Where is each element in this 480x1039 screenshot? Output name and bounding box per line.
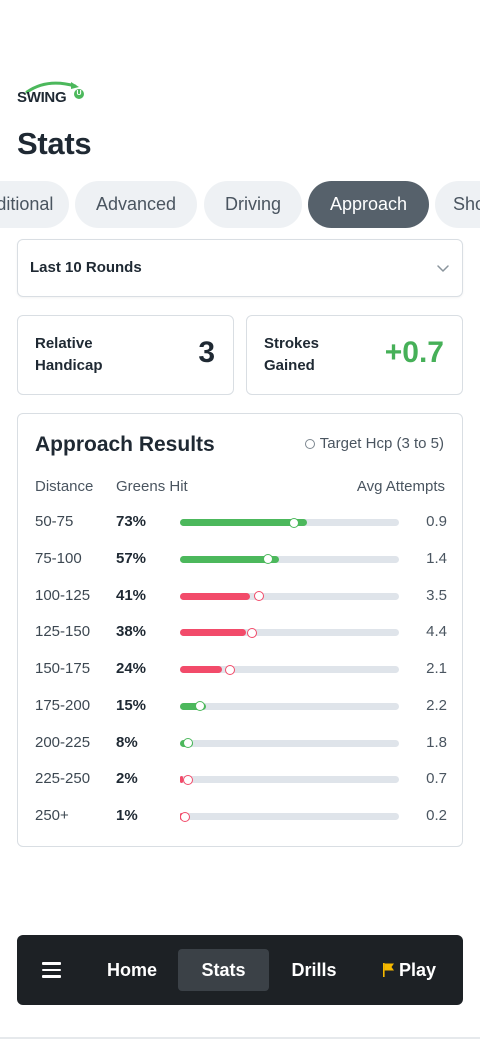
brand-badge: U: [74, 89, 84, 99]
approach-row: 250+ 1% 0.2: [18, 805, 464, 829]
row-avg-attempts: 3.5: [426, 586, 447, 604]
greens-hit-bar: [180, 627, 399, 638]
approach-row: 100-125 41% 3.5: [18, 585, 464, 609]
greens-hit-bar: [180, 701, 399, 712]
avg-attempts-column-header: Avg Attempts: [356, 478, 445, 495]
approach-row: 200-225 8% 1.8: [18, 732, 464, 756]
row-greens-hit: 15%: [116, 696, 147, 714]
page-title: Stats: [17, 126, 92, 161]
greens-hit-bar-fill: [180, 629, 246, 637]
row-distance: 175-200: [35, 696, 91, 714]
bottom-nav: Home Stats Drills Play: [17, 935, 463, 1005]
rounds-filter-select[interactable]: Last 10 Rounds: [17, 239, 463, 297]
target-marker: [262, 554, 273, 565]
approach-row: 175-200 15% 2.2: [18, 695, 464, 719]
greens-hit-bar: [180, 554, 399, 565]
target-marker: [180, 811, 191, 822]
tab-short-game[interactable]: Short Game: [435, 181, 480, 228]
row-avg-attempts: 1.4: [426, 549, 447, 567]
bottom-divider: [0, 1037, 480, 1039]
stats-tabs: Traditional Advanced Driving Approach Sh…: [0, 181, 480, 228]
rounds-filter-value: Last 10 Rounds: [30, 259, 142, 276]
nav-drills[interactable]: Drills: [291, 960, 337, 980]
greens-hit-bar-fill: [180, 519, 308, 526]
approach-results-title: Approach Results: [35, 433, 215, 456]
brand-name: SWING: [17, 89, 67, 106]
row-distance: 200-225: [35, 733, 91, 751]
approach-row: 150-175 24% 2.1: [18, 658, 464, 682]
row-greens-hit: 2%: [116, 770, 138, 788]
flag-icon: [382, 962, 394, 977]
approach-row: 125-150 38% 4.4: [18, 621, 464, 645]
target-marker: [225, 664, 236, 675]
row-avg-attempts: 2.2: [426, 696, 447, 714]
brand-logo: SWING U: [17, 80, 87, 108]
target-marker-icon: [304, 438, 315, 449]
hamburger-icon[interactable]: [42, 962, 61, 978]
row-distance: 250+: [35, 807, 69, 824]
row-distance: 75-100: [35, 549, 82, 567]
relative-handicap-value: 3: [198, 336, 215, 369]
row-greens-hit: 41%: [116, 586, 147, 604]
tab-advanced[interactable]: Advanced: [75, 181, 197, 228]
row-avg-attempts: 2.1: [426, 660, 447, 677]
row-distance: 125-150: [35, 623, 91, 641]
chevron-down-icon: [437, 265, 449, 272]
target-marker: [253, 591, 264, 601]
target-marker: [182, 774, 193, 785]
tab-traditional[interactable]: Traditional: [0, 181, 69, 228]
relative-handicap-label: Relative Handicap: [35, 335, 103, 374]
strokes-gained-value: +0.7: [384, 336, 444, 369]
row-avg-attempts: 0.2: [426, 807, 447, 824]
greens-hit-bar: [180, 591, 399, 601]
approach-row: 50-75 73% 0.9: [18, 511, 464, 535]
greens-hit-bar-fill: [180, 666, 222, 673]
row-greens-hit: 38%: [116, 623, 147, 641]
row-greens-hit: 8%: [116, 733, 138, 751]
tab-approach[interactable]: Approach: [308, 181, 429, 228]
row-distance: 100-125: [35, 586, 91, 604]
target-marker: [288, 517, 299, 528]
row-distance: 225-250: [35, 770, 91, 788]
target-marker: [182, 738, 193, 748]
greens-hit-bar: [180, 517, 399, 528]
swing-arc-icon: [25, 81, 79, 94]
greens-hit-bar-fill: [180, 776, 184, 784]
nav-play-label: Play: [398, 960, 437, 980]
strokes-gained-card: Strokes Gained +0.7: [246, 315, 463, 395]
approach-row: 75-100 57% 1.4: [18, 548, 464, 572]
greens-hit-column-header: Greens Hit: [116, 478, 188, 495]
distance-column-header: Distance: [35, 478, 94, 495]
row-greens-hit: 24%: [116, 660, 147, 677]
greens-hit-bar: [180, 774, 399, 785]
nav-home[interactable]: Home: [106, 960, 157, 980]
greens-hit-bar: [180, 664, 399, 675]
row-avg-attempts: 4.4: [426, 623, 447, 641]
row-avg-attempts: 0.7: [426, 770, 447, 788]
greens-hit-bar: [180, 811, 399, 822]
row-distance: 150-175: [35, 660, 91, 677]
row-greens-hit: 57%: [116, 549, 147, 567]
greens-hit-bar-fill: [180, 555, 279, 563]
row-distance: 50-75: [35, 513, 74, 530]
approach-results-card: Approach Results Target Hcp (3 to 5) Dis…: [17, 413, 463, 847]
greens-hit-bar-fill: [180, 702, 207, 710]
row-greens-hit: 1%: [116, 807, 138, 824]
approach-row: 225-250 2% 0.7: [18, 768, 464, 792]
target-legend-label: Target Hcp (3 to 5): [319, 435, 444, 452]
row-avg-attempts: 1.8: [426, 733, 447, 751]
nav-stats[interactable]: Stats: [178, 949, 269, 991]
greens-hit-bar: [180, 738, 399, 748]
target-legend: Target Hcp (3 to 5): [304, 435, 444, 452]
greens-hit-bar-fill: [180, 592, 251, 600]
target-marker: [194, 701, 205, 712]
nav-play[interactable]: Play: [367, 949, 452, 991]
row-avg-attempts: 0.9: [426, 513, 447, 530]
tab-driving[interactable]: Driving: [204, 181, 302, 228]
strokes-gained-label: Strokes Gained: [264, 335, 320, 374]
target-marker: [247, 627, 258, 638]
relative-handicap-card: Relative Handicap 3: [17, 315, 234, 395]
row-greens-hit: 73%: [116, 513, 147, 530]
